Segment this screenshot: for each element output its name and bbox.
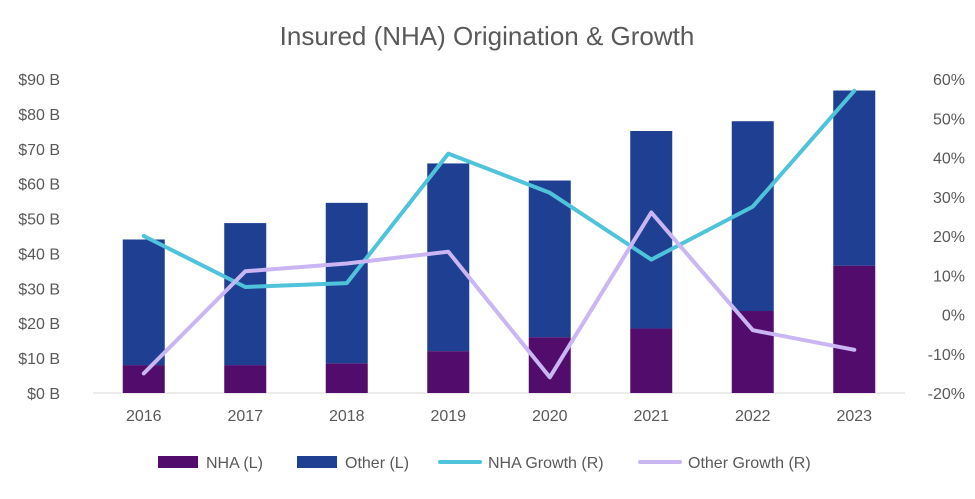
bar-nha-l xyxy=(224,365,266,393)
legend-swatch xyxy=(158,456,198,468)
bar-nha-l xyxy=(123,365,165,393)
bar-nha-l xyxy=(529,337,571,393)
bars-layer xyxy=(123,91,876,393)
y-left-tick-label: $50 B xyxy=(18,212,60,229)
y-left-tick-label: $20 B xyxy=(18,316,60,333)
bar-other-l xyxy=(224,223,266,365)
y-right-tick-label: -20% xyxy=(928,386,965,403)
x-tick-label: 2019 xyxy=(430,408,466,425)
bar-nha-l xyxy=(326,363,368,393)
bar-nha-l xyxy=(630,328,672,393)
y-right-tick-label: 20% xyxy=(933,229,965,246)
legend: NHA (L) Other (L) NHA Growth (R) Other Grow… xyxy=(158,455,811,472)
x-tick-label: 2017 xyxy=(227,408,263,425)
y-right-tick-label: 0% xyxy=(942,308,965,325)
legend-swatch xyxy=(297,456,337,468)
x-tick-label: 2022 xyxy=(735,408,771,425)
x-tick-label: 2023 xyxy=(836,408,872,425)
bar-other-l xyxy=(123,239,165,365)
legend-label: Other Growth (R) xyxy=(688,455,811,472)
y-right-tick-label: 40% xyxy=(933,151,965,168)
legend-label: Other (L) xyxy=(345,455,409,472)
y-left-tick-label: $0 B xyxy=(27,386,60,403)
bar-nha-l xyxy=(732,311,774,393)
x-tick-label: 2021 xyxy=(633,408,669,425)
y-left-tick-label: $40 B xyxy=(18,246,60,263)
x-tick-label: 2018 xyxy=(329,408,365,425)
bar-nha-l xyxy=(833,266,875,393)
legend-label: NHA Growth (R) xyxy=(488,455,604,472)
y-left-tick-label: $30 B xyxy=(18,281,60,298)
x-tick-label: 2016 xyxy=(126,408,162,425)
y-left-tick-label: $90 B xyxy=(18,72,60,89)
y-right-tick-label: 10% xyxy=(933,268,965,285)
bar-other-l xyxy=(833,91,875,266)
bar-nha-l xyxy=(427,351,469,393)
y-right-tick-label: -10% xyxy=(928,347,965,364)
bar-other-l xyxy=(427,163,469,351)
legend-label: NHA (L) xyxy=(206,455,263,472)
y-right-tick-label: 50% xyxy=(933,111,965,128)
y-left-tick-label: $10 B xyxy=(18,351,60,368)
y-left-tick-label: $80 B xyxy=(18,107,60,124)
chart-title: Insured (NHA) Origination & Growth xyxy=(280,21,695,51)
y-right-tick-label: 60% xyxy=(933,72,965,89)
y-left-tick-label: $60 B xyxy=(18,177,60,194)
y-right-tick-label: 30% xyxy=(933,190,965,207)
x-tick-label: 2020 xyxy=(532,408,568,425)
y-left-tick-label: $70 B xyxy=(18,142,60,159)
